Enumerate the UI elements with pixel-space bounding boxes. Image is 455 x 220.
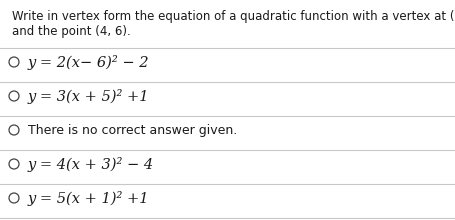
Text: y = 2(x− 6)² − 2: y = 2(x− 6)² − 2: [28, 55, 150, 70]
Text: Write in vertex form the equation of a quadratic function with a vertex at (6, -: Write in vertex form the equation of a q…: [12, 10, 455, 23]
Text: y = 5(x + 1)² +1: y = 5(x + 1)² +1: [28, 191, 150, 205]
Text: There is no correct answer given.: There is no correct answer given.: [28, 123, 237, 136]
Text: and the point (4, 6).: and the point (4, 6).: [12, 25, 131, 38]
Text: y = 3(x + 5)² +1: y = 3(x + 5)² +1: [28, 88, 150, 103]
Text: y = 4(x + 3)² − 4: y = 4(x + 3)² − 4: [28, 156, 154, 172]
